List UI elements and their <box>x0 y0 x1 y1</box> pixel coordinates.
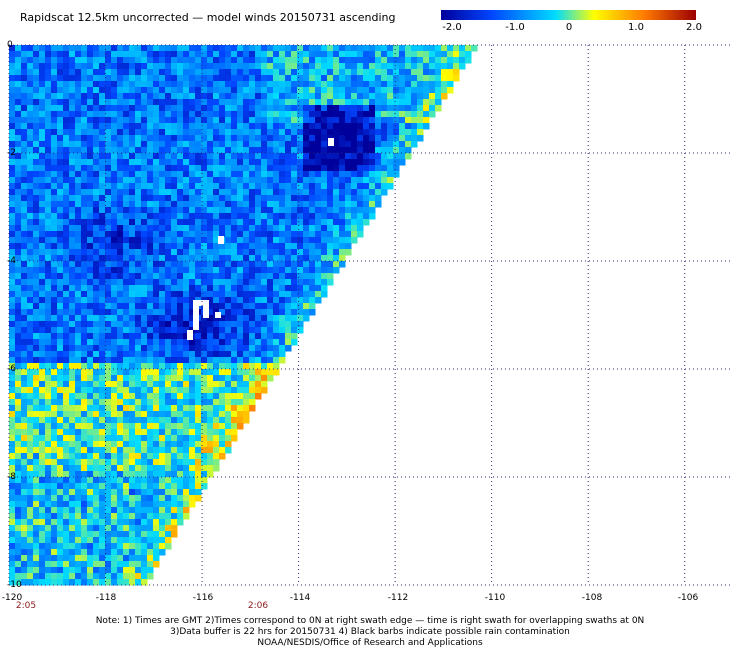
lat-tick-label: 0 <box>7 40 13 50</box>
lon-tick-label: -110 <box>484 593 506 603</box>
lon-tick-label: -114 <box>289 593 311 603</box>
colorbar-label: 0 <box>565 22 573 33</box>
missing-data-cell <box>199 300 209 306</box>
lon-tick-label: -118 <box>95 593 117 603</box>
missing-data-cell <box>187 330 193 340</box>
lat-tick-label: -4 <box>7 256 16 266</box>
colorbar-label: 1.0 <box>628 22 644 33</box>
swath-time-label: 2:05 <box>15 601 37 611</box>
colorbar-label: -1.0 <box>505 22 525 33</box>
lat-tick-label: -8 <box>7 472 16 482</box>
swath-time-label: 2:06 <box>247 601 269 611</box>
colorbar-label: -2.0 <box>442 22 462 33</box>
colorbar-label: 2.0 <box>686 22 702 33</box>
wind-difference-field <box>9 45 478 586</box>
missing-data-cell <box>193 300 199 330</box>
lon-tick-label: -120 <box>1 593 23 603</box>
missing-data-cell <box>328 138 334 146</box>
missing-data-cell <box>215 312 221 318</box>
wind-map <box>8 44 733 586</box>
lon-tick-label: -108 <box>581 593 603 603</box>
graticule <box>8 44 733 586</box>
missing-data-cell <box>218 236 224 244</box>
lon-tick-label: -112 <box>387 593 409 603</box>
footnote-line: Note: 1) Times are GMT 2)Times correspon… <box>95 616 645 626</box>
lat-tick-label: -6 <box>7 364 16 374</box>
colorbar <box>441 10 696 20</box>
footnote-line: 3)Data buffer is 22 hrs for 20150731 4) … <box>170 627 570 637</box>
lat-tick-label: -10 <box>7 580 22 590</box>
footnote-line: NOAA/NESDIS/Office of Research and Appli… <box>257 638 483 648</box>
lon-tick-label: -106 <box>677 593 699 603</box>
lat-tick-label: -2 <box>7 148 16 158</box>
lon-tick-label: -116 <box>192 593 214 603</box>
chart-title: Rapidscat 12.5km uncorrected — model win… <box>20 11 396 24</box>
missing-data-cell <box>203 306 209 318</box>
